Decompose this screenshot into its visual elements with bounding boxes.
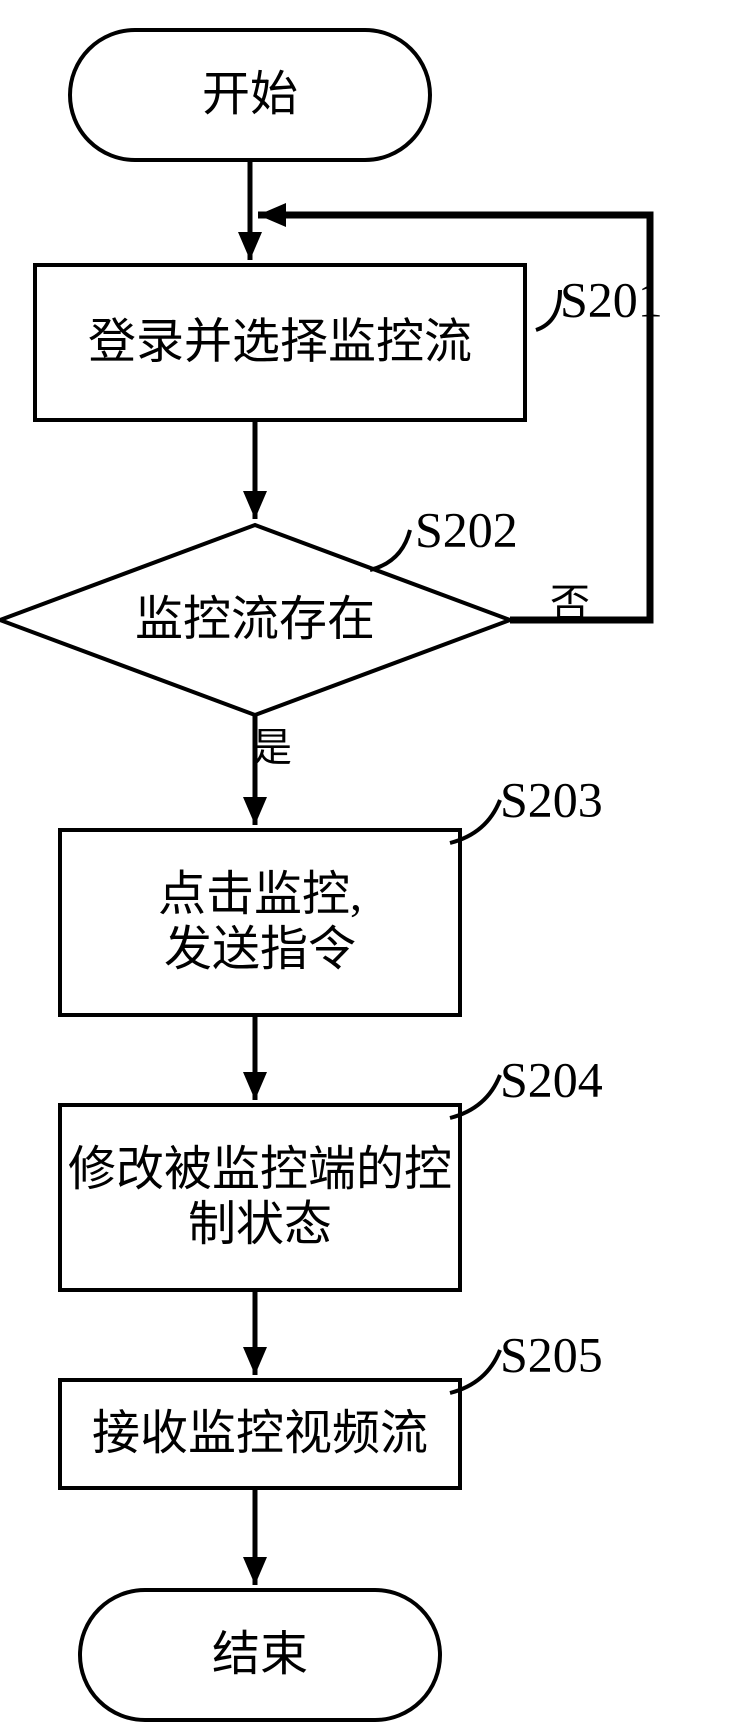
node-s204: 修改被监控端的控制状态 (60, 1105, 460, 1290)
label-s205: S205 (500, 1326, 603, 1382)
arrowhead-s204-s205 (243, 1347, 267, 1375)
label-s204: S204 (500, 1051, 603, 1107)
flowchart-canvas: 开始登录并选择监控流监控流存在点击监控,发送指令修改被监控端的控制状态接收监控视… (0, 0, 731, 1722)
end-text: 结束 (212, 1628, 308, 1681)
arrowhead-s202-no-loop (258, 203, 286, 227)
s201-text: 登录并选择监控流 (88, 316, 472, 369)
label-s201: S201 (560, 271, 663, 327)
tick-s201 (536, 290, 560, 330)
s204-text-line-0: 修改被监控端的控 (68, 1143, 452, 1196)
branch-label-yes: 是 (252, 725, 292, 770)
label-s202: S202 (415, 501, 518, 557)
node-s201: 登录并选择监控流 (35, 265, 525, 420)
node-end: 结束 (80, 1590, 440, 1720)
arrowhead-s201-s202 (243, 491, 267, 519)
arrowhead-s203-s204 (243, 1072, 267, 1100)
s204-text-line-1: 制状态 (188, 1198, 332, 1251)
arrowhead-start-s201 (238, 232, 262, 260)
s203-text-line-0: 点击监控, (158, 868, 362, 921)
s203-text-line-1: 发送指令 (164, 923, 356, 976)
node-s203: 点击监控,发送指令 (60, 830, 460, 1015)
s205-text: 接收监控视频流 (92, 1407, 428, 1460)
arrowhead-s205-end (243, 1557, 267, 1585)
node-s205: 接收监控视频流 (60, 1380, 460, 1488)
arrowhead-s202-s203 (243, 797, 267, 825)
label-s203: S203 (500, 771, 603, 827)
tick-s202 (370, 530, 410, 570)
s202-text: 监控流存在 (135, 593, 375, 646)
branch-label-no: 否 (550, 581, 590, 626)
start-text: 开始 (202, 68, 298, 121)
node-start: 开始 (70, 30, 430, 160)
